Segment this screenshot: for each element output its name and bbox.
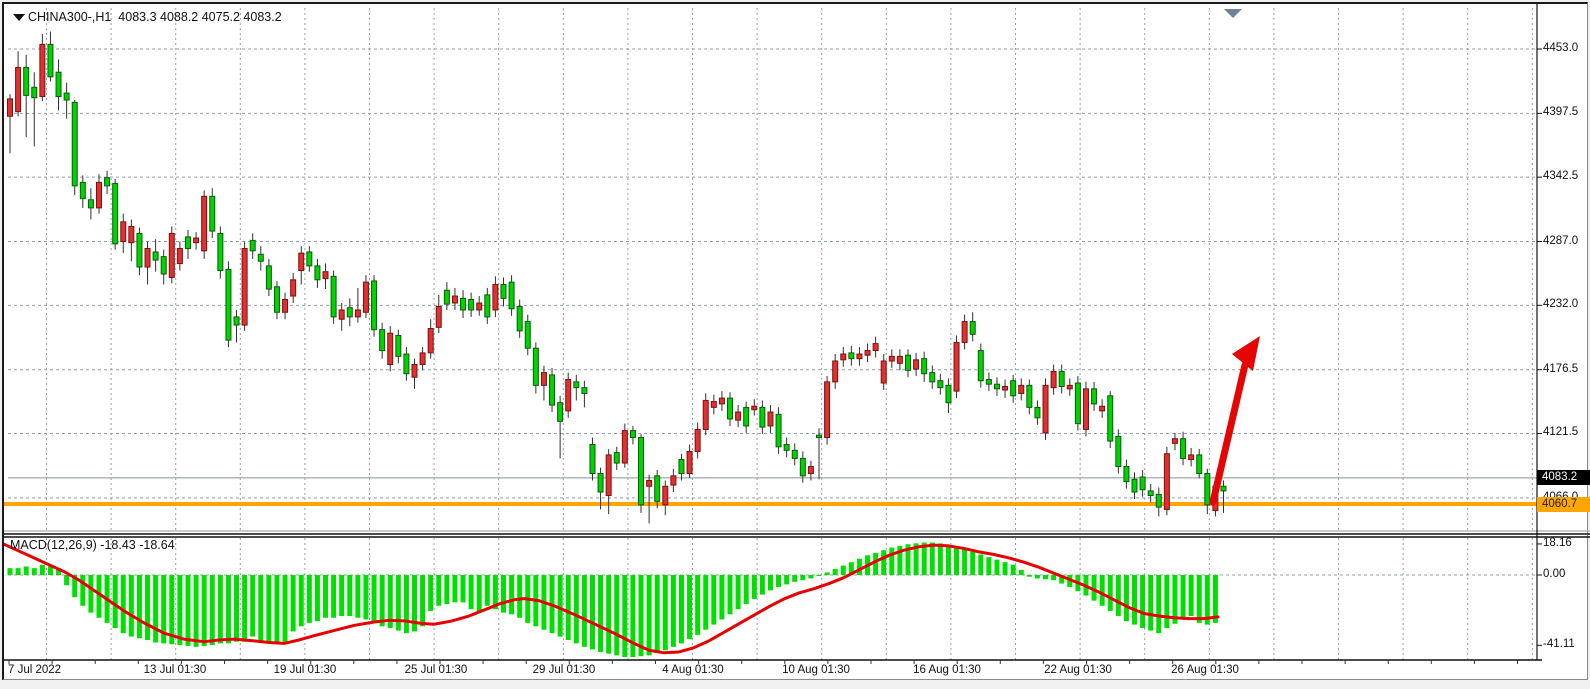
price-axis-label: 4397.5 bbox=[1543, 106, 1579, 119]
price-axis-label: 4287.0 bbox=[1543, 234, 1579, 247]
macd-axis-label: 0.00 bbox=[1543, 568, 1566, 580]
time-axis-label: 10 Aug 01:30 bbox=[782, 664, 850, 676]
chart-canvas[interactable] bbox=[4, 4, 1590, 682]
orange-level-tag: 4060.7 bbox=[1537, 496, 1590, 512]
time-axis-label: 4 Aug 01:30 bbox=[662, 664, 724, 676]
symbol-dropdown-icon[interactable] bbox=[13, 14, 25, 21]
time-axis-label: 26 Aug 01:30 bbox=[1171, 664, 1239, 676]
time-axis-label: 16 Aug 01:30 bbox=[913, 664, 981, 676]
chart-title-ohlc: CHINA300-,H1 4083.3 4088.2 4075.2 4083.2 bbox=[28, 10, 282, 24]
price-axis-label: 4176.5 bbox=[1543, 362, 1579, 375]
price-axis-label: 4342.5 bbox=[1543, 170, 1579, 183]
price-axis-label: 4232.0 bbox=[1543, 298, 1579, 311]
macd-indicator-label: MACD(12,26,9) -18.43 -18.64 bbox=[10, 538, 175, 552]
time-axis-label: 22 Aug 01:30 bbox=[1044, 664, 1112, 676]
macd-axis-label: -41.11 bbox=[1543, 638, 1575, 651]
up-arrow-annotation bbox=[1232, 336, 1260, 371]
price-axis-label: 4453.0 bbox=[1543, 42, 1579, 54]
macd-axis-label: 18.16 bbox=[1543, 536, 1572, 549]
scroll-end-marker-icon[interactable] bbox=[1224, 9, 1242, 18]
time-axis-label: 29 Jul 01:30 bbox=[532, 664, 596, 676]
time-axis-label: 13 Jul 01:30 bbox=[143, 664, 207, 676]
price-axis-label: 4121.5 bbox=[1543, 426, 1579, 439]
time-axis-label: 25 Jul 01:30 bbox=[404, 664, 468, 676]
time-axis-label: 7 Jul 2022 bbox=[8, 664, 62, 676]
window-bottom-strip bbox=[0, 681, 1590, 689]
time-axis-label: 19 Jul 01:30 bbox=[273, 664, 337, 676]
bid-price-tag: 4083.2 bbox=[1537, 470, 1590, 486]
